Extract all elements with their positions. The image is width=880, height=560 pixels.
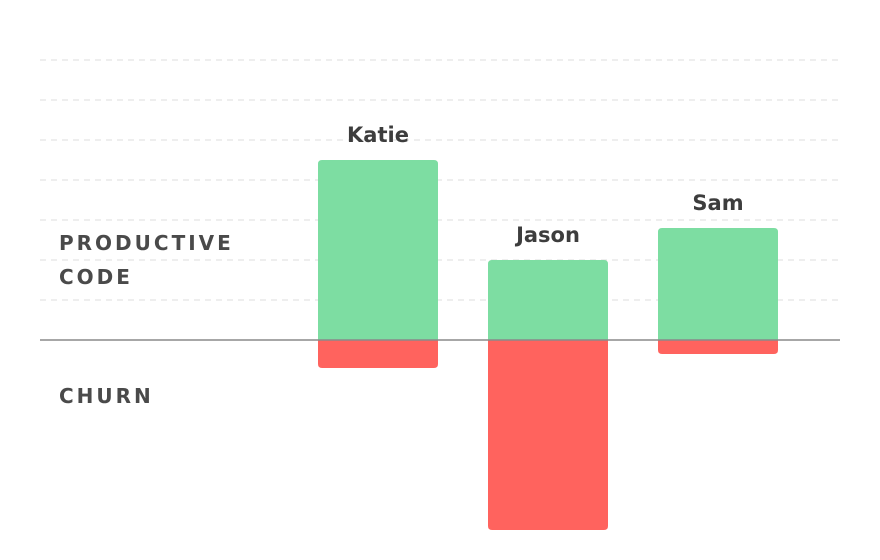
- bar-label-jason: Jason: [514, 223, 580, 247]
- productive-label-line2: CODE: [59, 265, 133, 289]
- bar-label-sam: Sam: [692, 191, 743, 215]
- productive-bar-jason: [488, 260, 608, 340]
- productive-label-line1: PRODUCTIVE: [59, 231, 234, 255]
- churn-bar-katie: [318, 340, 438, 368]
- churn-label: CHURN: [59, 379, 154, 413]
- productive-bar-katie: [318, 160, 438, 340]
- churn-label-text: CHURN: [59, 384, 154, 408]
- churn-bar-sam: [658, 340, 778, 354]
- bar-label-katie: Katie: [347, 123, 409, 147]
- productive-code-label: PRODUCTIVE CODE: [59, 226, 234, 294]
- bars: [318, 160, 778, 530]
- churn-bar-jason: [488, 340, 608, 530]
- productive-bar-sam: [658, 228, 778, 340]
- bar-labels: Katie Jason Sam: [347, 123, 744, 247]
- gridlines: [40, 59, 840, 301]
